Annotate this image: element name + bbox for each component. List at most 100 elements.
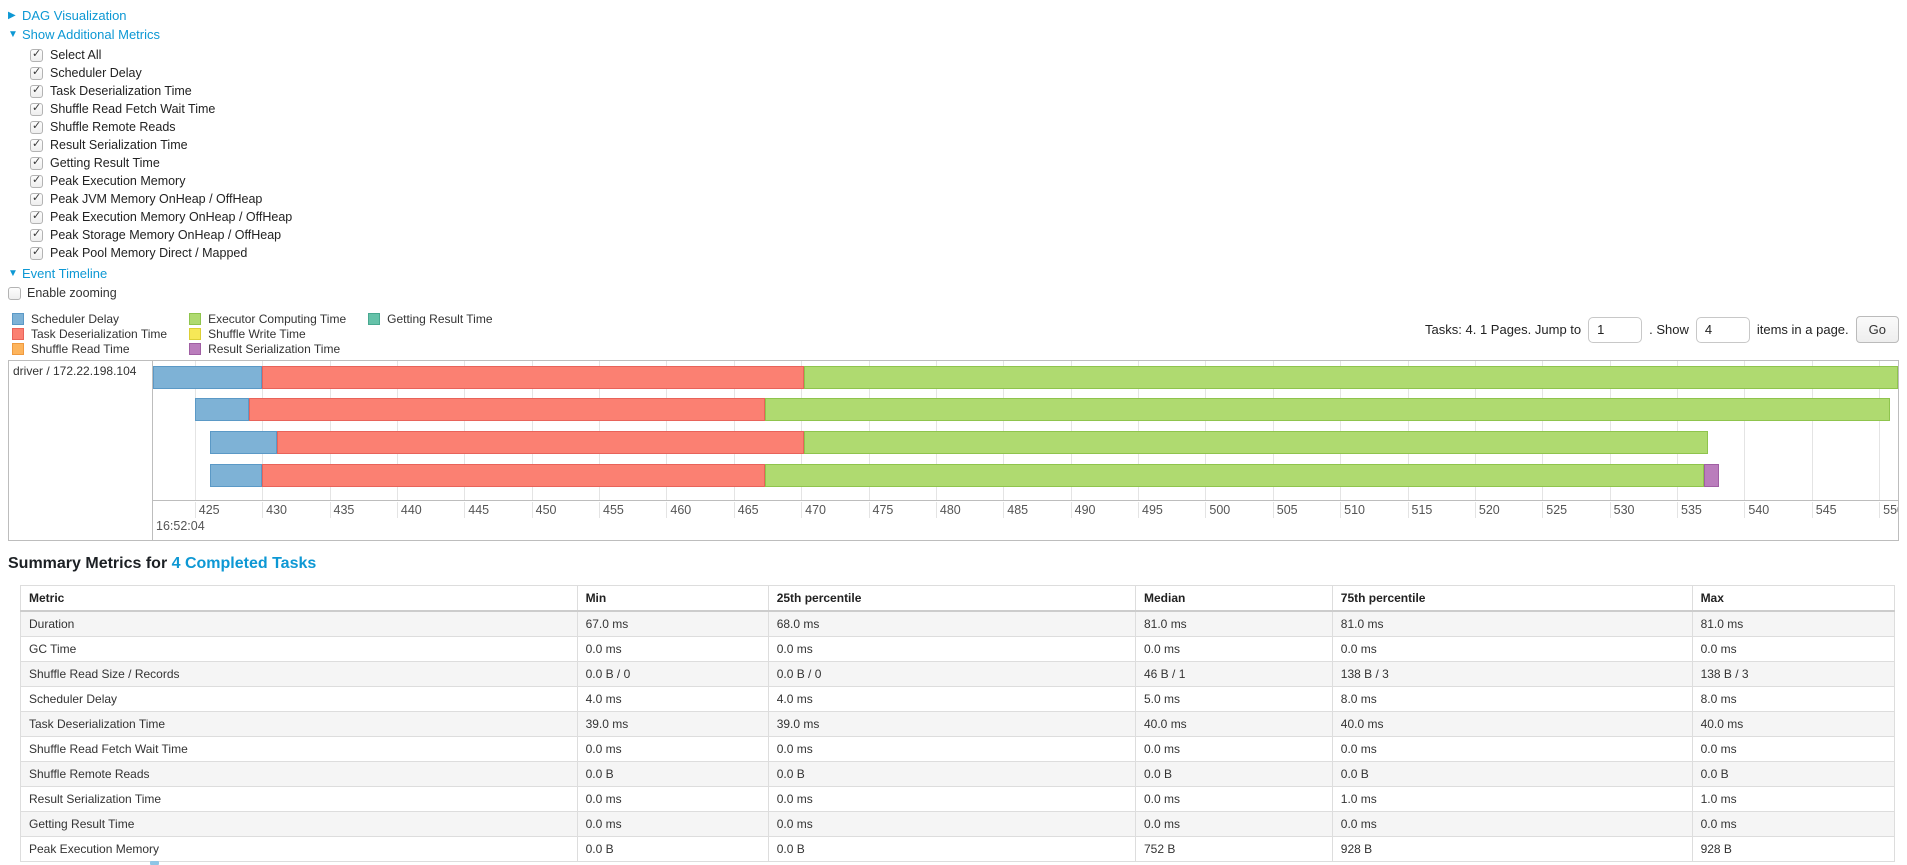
jump-to-page-input[interactable] xyxy=(1588,316,1643,343)
checkbox-checked-icon[interactable]: ✓ xyxy=(30,137,43,152)
summary-value-cell: 0.0 ms xyxy=(1331,736,1693,762)
metric-checkbox-item[interactable]: ✓ Peak Pool Memory Direct / Mapped xyxy=(30,244,247,262)
metric-checkbox-item[interactable]: ✓ Scheduler Delay xyxy=(30,64,142,82)
task-bar-segment-deserialization[interactable] xyxy=(248,398,765,421)
task-bar-segment-computing[interactable] xyxy=(764,464,1704,487)
timeline-gridline xyxy=(1811,361,1813,500)
metric-checkbox-item[interactable]: ✓ Peak Storage Memory OnHeap / OffHeap xyxy=(30,226,281,244)
enable-zooming-checkbox-row[interactable]: Enable zooming xyxy=(8,284,117,302)
checkbox-checked-icon[interactable]: ✓ xyxy=(30,120,43,134)
checkbox-checked-icon[interactable]: ✓ xyxy=(30,191,43,206)
task-bar-segment-deserialization[interactable] xyxy=(276,431,804,454)
legend-swatch-icon xyxy=(189,312,202,325)
legend-swatch-icon xyxy=(189,342,202,355)
task-bar-segment-deserialization[interactable] xyxy=(262,366,804,389)
metric-checkbox-item[interactable]: ✓ Task Deserialization Time xyxy=(30,82,192,100)
metric-checkbox-label: Getting Result Time xyxy=(50,156,160,170)
summary-column-header: Median xyxy=(1135,585,1333,612)
timeline-tick-icon xyxy=(1811,502,1813,518)
timeline-tick-icon xyxy=(464,502,466,518)
checkbox-checked-icon[interactable]: ✓ xyxy=(30,102,43,116)
summary-column-header: 25th percentile xyxy=(767,585,1137,612)
legend-label: Getting Result Time xyxy=(387,311,493,326)
metric-checkbox-label: Task Deserialization Time xyxy=(50,84,192,98)
timeline-gridline xyxy=(599,361,601,500)
summary-metrics-title: Summary Metrics for 4 Completed Tasks xyxy=(8,555,1899,573)
timeline-tick-icon xyxy=(1542,502,1544,518)
checkbox-checked-icon[interactable]: ✓ xyxy=(30,83,43,98)
timeline-gridline xyxy=(1609,361,1611,500)
checkbox-checked-icon[interactable]: ✓ xyxy=(30,156,43,170)
summary-table-row: Duration 67.0 ms 68.0 ms 81.0 ms 81.0 ms 81.0… xyxy=(20,610,1896,637)
task-bar-segment-computing[interactable] xyxy=(803,431,1708,454)
task-bar-segment-result-serialization[interactable] xyxy=(1703,464,1719,487)
pagination-suffix-text: items in a page. xyxy=(1756,322,1849,337)
timeline-tick-label: 465 xyxy=(737,503,759,517)
summary-value-cell: 0.0 B xyxy=(576,761,769,787)
legend-item: Getting Result Time xyxy=(368,311,493,326)
items-per-page-input[interactable] xyxy=(1695,316,1750,343)
task-bar-segment-deserialization[interactable] xyxy=(262,464,765,487)
timeline-tick-icon xyxy=(1003,502,1005,518)
timeline-tick-label: 545 xyxy=(1815,503,1837,517)
legend-swatch-icon xyxy=(368,312,381,325)
checkmark-icon: ✓ xyxy=(32,245,42,258)
metric-checkbox-item[interactable]: ✓ Select All xyxy=(30,46,101,64)
metric-checkbox-item[interactable]: ✓ Shuffle Remote Reads xyxy=(30,118,176,136)
timeline-tick-label: 495 xyxy=(1142,503,1163,517)
summary-value-cell: 0.0 ms xyxy=(767,736,1137,762)
metric-checkbox-item[interactable]: ✓ Peak Execution Memory xyxy=(30,172,185,190)
task-pagination: Tasks: 4. 1 Pages. Jump to . Show items … xyxy=(1425,316,1899,343)
metric-checkbox-item[interactable]: ✓ Getting Result Time xyxy=(30,154,160,172)
show-additional-metrics-toggle[interactable]: ▼ Show Additional Metrics xyxy=(8,25,160,44)
timeline-tick-icon xyxy=(194,502,196,518)
metric-checkbox-item[interactable]: ✓ Peak Execution Memory OnHeap / OffHeap xyxy=(30,208,292,226)
event-timeline-toggle[interactable]: ▼ Event Timeline xyxy=(8,264,107,283)
timeline-gridline xyxy=(1003,361,1005,500)
timeline-tick-icon xyxy=(1340,502,1342,518)
task-bar-segment-scheduler-delay[interactable] xyxy=(209,464,263,487)
go-button[interactable]: Go xyxy=(1855,316,1899,343)
summary-value-cell: 0.0 B xyxy=(767,761,1137,787)
timeline-gridline xyxy=(666,361,668,500)
timeline-tick-icon xyxy=(733,502,735,518)
metric-checkbox-label: Shuffle Read Fetch Wait Time xyxy=(50,102,216,116)
checkbox-checked-icon[interactable]: ✓ xyxy=(30,245,43,260)
timeline-gridline xyxy=(1474,361,1476,500)
summary-value-cell: 0.0 ms xyxy=(1135,736,1333,762)
completed-tasks-link[interactable]: 4 Completed Tasks xyxy=(171,555,317,572)
summary-value-cell: 5.0 ms xyxy=(1135,686,1333,712)
timeline-tick-label: 440 xyxy=(400,503,422,517)
metric-checkbox-item[interactable]: ✓ Shuffle Read Fetch Wait Time xyxy=(30,100,215,118)
timeline-tick-icon xyxy=(868,502,870,518)
task-bar-segment-scheduler-delay[interactable] xyxy=(153,366,263,389)
summary-metric-name-cell: GC Time xyxy=(20,636,578,662)
checkbox-checked-icon[interactable]: ✓ xyxy=(30,228,43,242)
checkbox-checked-icon[interactable]: ✓ xyxy=(30,210,43,224)
timeline-tick-icon xyxy=(262,502,264,518)
timeline-tick-label: 485 xyxy=(1007,503,1029,517)
timeline-axis: 425 430 435 440 445 450 455 460 465 470 475 480 485 4… xyxy=(153,502,1898,540)
timeline-tick-icon xyxy=(1879,502,1881,518)
task-bar-segment-computing[interactable] xyxy=(764,398,1890,421)
task-bar-segment-scheduler-delay[interactable] xyxy=(209,431,277,454)
checkmark-icon: ✓ xyxy=(32,191,42,204)
checkbox-checked-icon[interactable]: ✓ xyxy=(30,174,43,188)
metric-checkbox-item[interactable]: ✓ Peak JVM Memory OnHeap / OffHeap xyxy=(30,190,262,208)
pagination-mid-text: . Show xyxy=(1649,322,1689,337)
checkmark-icon: ✓ xyxy=(32,137,42,150)
timeline-tick-icon xyxy=(599,502,601,518)
checkmark-icon: ✓ xyxy=(32,83,42,96)
checkbox-checked-icon[interactable]: ✓ xyxy=(30,66,43,80)
checkbox-unchecked-icon[interactable] xyxy=(8,286,21,300)
summary-value-cell: 928 B xyxy=(1331,836,1693,862)
metric-checkbox-item[interactable]: ✓ Result Serialization Time xyxy=(30,136,188,154)
checkbox-checked-icon[interactable]: ✓ xyxy=(30,48,43,62)
timeline-tick-icon xyxy=(1744,502,1746,518)
task-bar-segment-scheduler-delay[interactable] xyxy=(194,398,249,421)
dag-visualization-toggle[interactable]: ▶ DAG Visualization xyxy=(8,6,127,25)
summary-metric-name-cell: Duration xyxy=(20,610,578,637)
task-bar-segment-computing[interactable] xyxy=(803,366,1898,389)
summary-metric-name-cell: Result Serialization Time xyxy=(20,786,578,812)
